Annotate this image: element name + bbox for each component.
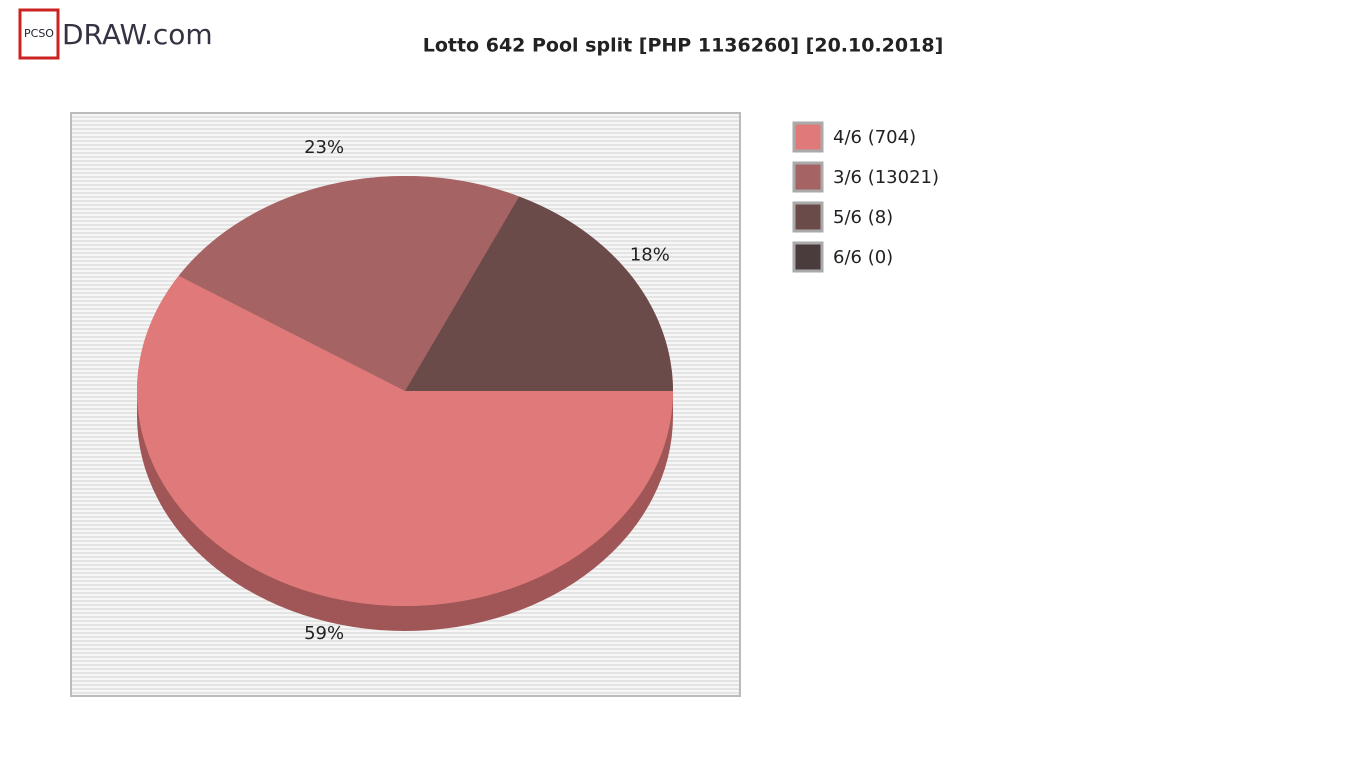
legend-label: 6/6 (0) <box>833 247 893 268</box>
pie-slice <box>405 196 673 391</box>
legend-swatch <box>792 161 824 193</box>
logo-text: DRAW.com <box>62 18 213 51</box>
slice-label: 18% <box>630 244 670 265</box>
logo-badge-box <box>18 8 60 60</box>
pie-slice <box>136 275 673 606</box>
logo-badge: PCSO <box>24 27 54 40</box>
legend-swatch <box>792 241 824 273</box>
legend-swatch <box>792 121 824 153</box>
chart-title: Lotto 642 Pool split [PHP 1136260] [20.1… <box>423 35 944 57</box>
pie-slice <box>178 176 520 391</box>
legend-swatch <box>792 201 824 233</box>
slice-label: 23% <box>304 137 344 158</box>
legend-label: 3/6 (13021) <box>833 167 939 188</box>
slice-label: 59% <box>304 623 344 644</box>
logo: PCSO DRAW.com <box>18 8 213 60</box>
legend-label: 4/6 (704) <box>833 127 916 148</box>
legend-label: 5/6 (8) <box>833 207 893 228</box>
